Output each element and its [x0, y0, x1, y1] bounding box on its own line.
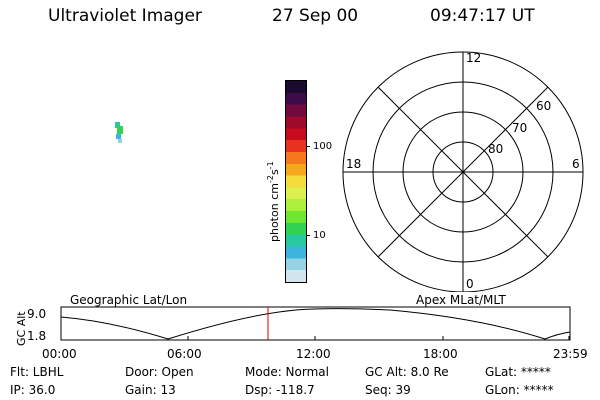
strip-x-tick: 00:00	[42, 347, 77, 361]
strip-x-tick: 23:59	[553, 347, 588, 361]
colorbar-label: photon cm-2s-1	[266, 161, 281, 242]
strip-y-top: 9.0	[27, 307, 47, 321]
strip-axis-label: GC Alt	[15, 311, 28, 346]
info-mode: Mode: Normal	[245, 365, 329, 379]
colorbar	[285, 80, 307, 283]
info-door: Door: Open	[125, 365, 194, 379]
orbit-strip	[60, 306, 571, 341]
strip-x-tick: 12:00	[296, 347, 331, 361]
polar-label-6: 6	[572, 157, 580, 171]
colorbar-tickmark	[306, 235, 310, 236]
strip-title-left: Geographic Lat/Lon	[70, 293, 188, 307]
svg-text:photon cm-2s-1: photon cm-2s-1	[266, 161, 281, 242]
polar-label-lat80: 80	[488, 142, 503, 156]
colorbar-tickmark	[306, 146, 310, 147]
polar-label-0: 0	[466, 277, 474, 291]
info-ip: IP: 36.0	[10, 383, 56, 397]
strip-x-tick: 18:00	[423, 347, 458, 361]
strip-x-tick: 06:00	[167, 347, 202, 361]
info-gain: Gain: 13	[125, 383, 176, 397]
app-title: Ultraviolet Imager	[48, 6, 202, 26]
date-label: 27 Sep 00	[272, 6, 359, 26]
time-label: 09:47:17 UT	[430, 6, 535, 26]
info-flt: Flt: LBHL	[10, 365, 64, 379]
polar-label-lat60: 60	[536, 99, 551, 113]
strip-y-bottom: 1.8	[27, 329, 47, 343]
info-glon: GLon: *****	[485, 383, 554, 397]
polar-label-lat70: 70	[512, 121, 527, 135]
polar-plot: 12 0 18 6 60 70 80	[342, 51, 584, 292]
strip-title-right: Apex MLat/MLT	[416, 293, 506, 307]
info-seq: Seq: 39	[365, 383, 411, 397]
info-gc-alt: GC Alt: 8.0 Re	[365, 365, 449, 379]
image-speck	[115, 122, 123, 143]
polar-label-18: 18	[346, 157, 361, 171]
polar-label-12: 12	[466, 51, 481, 65]
colorbar-tick-10: 10	[313, 230, 326, 241]
info-dsp: Dsp: -118.7	[245, 383, 315, 397]
info-glat: GLat: *****	[485, 365, 551, 379]
colorbar-tick-100: 100	[313, 141, 333, 152]
svg-text:GC Alt: GC Alt	[15, 311, 28, 346]
